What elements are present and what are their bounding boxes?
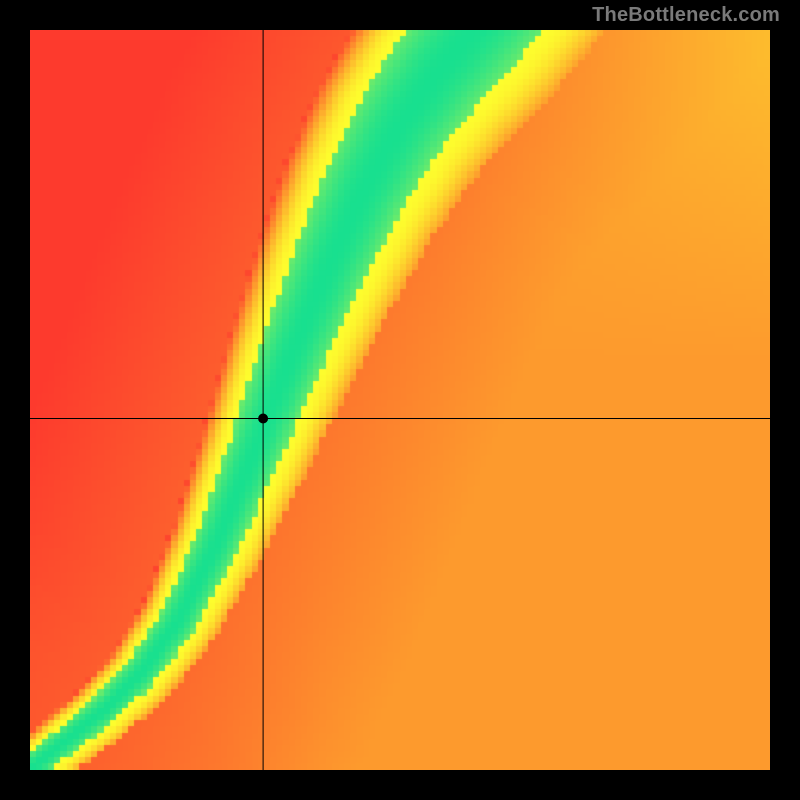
bottleneck-heatmap [30, 30, 770, 770]
watermark-text: TheBottleneck.com [592, 4, 780, 27]
chart-frame: TheBottleneck.com [0, 0, 800, 800]
